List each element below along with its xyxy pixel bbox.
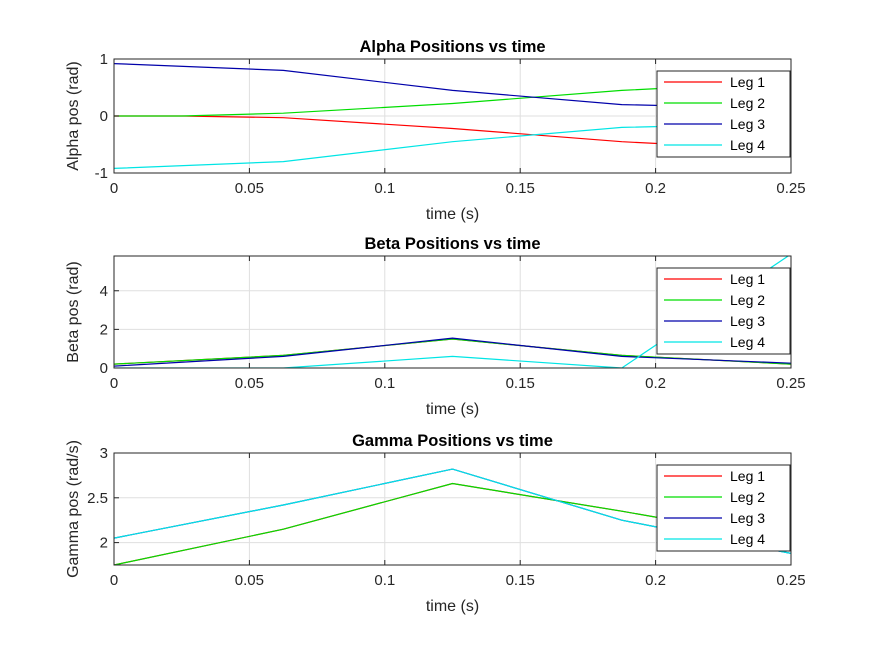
x-tick-label: 0: [110, 375, 118, 392]
legend-label: Leg 2: [730, 292, 765, 308]
x-axis-label: time (s): [426, 598, 479, 615]
legend-label: Leg 4: [730, 531, 765, 547]
y-tick-label: 4: [100, 283, 108, 300]
x-axis-label: time (s): [426, 206, 479, 223]
x-tick-label: 0: [110, 572, 118, 589]
x-tick-label: 0.05: [235, 572, 264, 589]
legend-label: Leg 4: [730, 137, 765, 153]
y-tick-label: 2: [100, 321, 108, 338]
x-tick-label: 0.2: [645, 572, 666, 589]
y-tick-label: 2: [100, 535, 108, 552]
y-tick-label: 1: [100, 51, 108, 68]
legend-label: Leg 2: [730, 489, 765, 505]
legend-label: Leg 2: [730, 95, 765, 111]
legend-label: Leg 4: [730, 334, 765, 350]
legend-label: Leg 3: [730, 510, 765, 526]
y-tick-label: 0: [100, 108, 108, 125]
x-tick-label: 0.15: [506, 375, 535, 392]
x-tick-label: 0.1: [374, 375, 395, 392]
legend-label: Leg 3: [730, 313, 765, 329]
legend: Leg 1 Leg 2 Leg 3 Leg 4: [656, 464, 791, 552]
x-tick-label: 0.25: [776, 375, 805, 392]
legend-label: Leg 1: [730, 271, 765, 287]
x-tick-label: 0.1: [374, 180, 395, 197]
y-axis-label: Alpha pos (rad): [65, 61, 82, 170]
x-tick-label: 0.15: [506, 180, 535, 197]
y-axis-label: Beta pos (rad): [65, 261, 82, 362]
subplot-3: 0 0.05 0.1 0.15 0.2 0.25 2 2.5 3 Gamma Positions …: [65, 432, 806, 615]
x-tick-label: 0.05: [235, 180, 264, 197]
y-tick-label: 0: [100, 360, 108, 377]
x-tick-label: 0: [110, 180, 118, 197]
x-tick-label: 0.25: [776, 180, 805, 197]
x-tick-label: 0.2: [645, 180, 666, 197]
x-tick-label: 0.1: [374, 572, 395, 589]
chart-title: Gamma Positions vs time: [352, 432, 553, 450]
legend-label: Leg 1: [730, 74, 765, 90]
legend: Leg 1 Leg 2 Leg 3 Leg 4: [656, 70, 791, 158]
series-line-leg-2: [114, 81, 791, 117]
y-tick-label: 3: [100, 445, 108, 462]
chart-title: Alpha Positions vs time: [359, 38, 545, 56]
x-tick-label: 0.05: [235, 375, 264, 392]
x-tick-label: 0.15: [506, 572, 535, 589]
legend-box: [656, 70, 791, 158]
chart-title: Beta Positions vs time: [364, 235, 540, 253]
legend-box: [656, 464, 791, 552]
x-axis-label: time (s): [426, 401, 479, 418]
legend-box: [656, 267, 791, 355]
x-tick-label: 0.25: [776, 572, 805, 589]
y-tick-label: 2.5: [87, 490, 108, 507]
axes-box: [113, 255, 792, 369]
legend-label: Leg 3: [730, 116, 765, 132]
y-axis-label: Gamma pos (rad/s): [65, 440, 82, 578]
subplot-2: 0 0.05 0.1 0.15 0.2 0.25 0 2 4 Beta Positions vs …: [65, 235, 806, 418]
y-tick-label: -1: [95, 165, 108, 182]
series-line-leg-3: [114, 337, 791, 367]
x-tick-label: 0.2: [645, 375, 666, 392]
legend: Leg 1 Leg 2 Leg 3 Leg 4: [656, 267, 791, 355]
axes-box: [113, 452, 792, 566]
legend-label: Leg 1: [730, 468, 765, 484]
